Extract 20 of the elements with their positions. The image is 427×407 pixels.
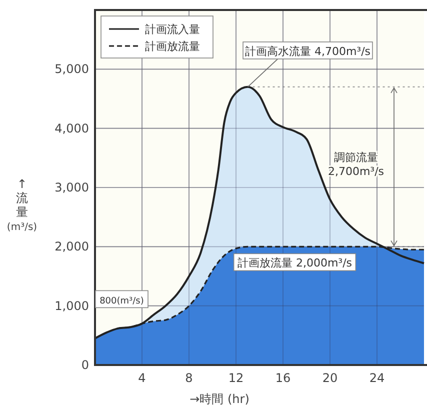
x-tick-label: 12 (228, 371, 244, 385)
x-tick-label: 8 (185, 371, 193, 385)
y-tick-label: 2,000 (54, 240, 89, 254)
annotation: 計画高水流量 4,700m³/s (244, 44, 371, 58)
y-axis-title: ↑流量 (m³/s) (6, 177, 38, 233)
y-tick-label: 5,000 (54, 62, 89, 76)
y-tick-label: 1,000 (54, 298, 89, 313)
annotation: 調節流量 2,700m³/s (328, 150, 384, 178)
y-tick-label: 3,000 (54, 180, 89, 194)
annotation: 計画放流量 2,000m³/s (237, 256, 352, 270)
x-tick-label: 16 (275, 371, 291, 385)
x-tick-label: 4 (138, 371, 146, 385)
legend-label: 計画流入量 (145, 23, 200, 36)
y-tick-label: 0 (81, 358, 89, 372)
x-tick-label: 20 (322, 371, 338, 385)
y-tick-label: 4,000 (54, 121, 89, 136)
x-axis-title: →時間 (hr) (190, 392, 250, 406)
annotation: 800(m³/s) (100, 296, 144, 307)
legend-label: 計画放流量 (145, 40, 200, 53)
x-tick-label: 24 (369, 371, 385, 385)
